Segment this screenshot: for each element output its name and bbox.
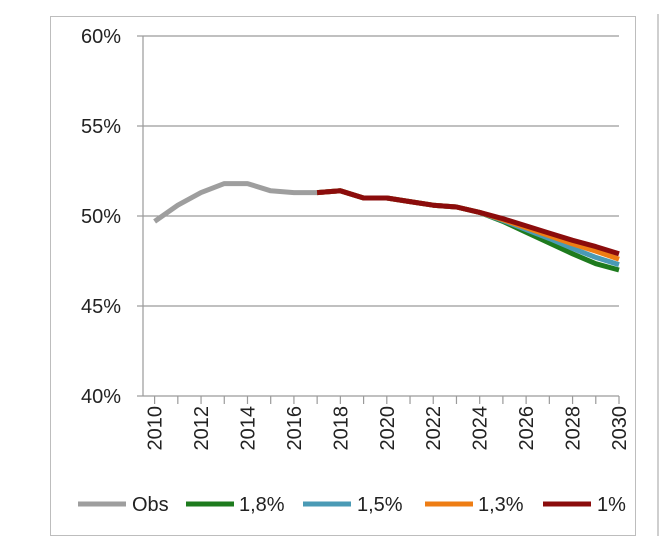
y-tick-label: 45% [81,296,121,318]
chart-frame [50,16,636,536]
axes: 40% 45% 50% 55% 60% 2010 2012 2014 2016 2018 2020 2… [81,26,631,451]
legend-label: 1% [597,494,626,516]
series-line-scenario-4 [316,188,620,257]
x-tick-label: 2014 [237,406,259,451]
x-tick-label: 2024 [470,406,492,451]
grid-lines [143,35,619,397]
x-tick-label: 2016 [284,406,306,451]
x-tick-label: 2012 [191,406,213,451]
adjacent-panel-edge [657,14,659,536]
series-line-scenario-1 [316,188,620,273]
legend: Obs 1,8% 1,5% 1,3% 1% [78,494,626,516]
x-tick-label: 2022 [423,406,445,451]
x-tick-label: 2030 [609,406,631,451]
legend-label: 1,8% [239,494,285,516]
legend-label: Obs [132,494,169,516]
x-tick-label: 2028 [563,406,585,451]
x-tick-label: 2010 [145,406,167,451]
legend-label: 1,5% [357,494,403,516]
x-tick-label: 2026 [516,406,538,451]
y-tick-label: 60% [81,26,121,48]
x-tick-label: 2018 [330,406,352,451]
y-tick-label: 40% [81,386,121,408]
series-line-obs [153,181,318,224]
legend-label: 1,3% [478,494,524,516]
series-lines [153,181,620,273]
y-tick-label: 55% [81,116,121,138]
x-tick-label: 2020 [377,406,399,451]
y-tick-label: 50% [81,206,121,228]
